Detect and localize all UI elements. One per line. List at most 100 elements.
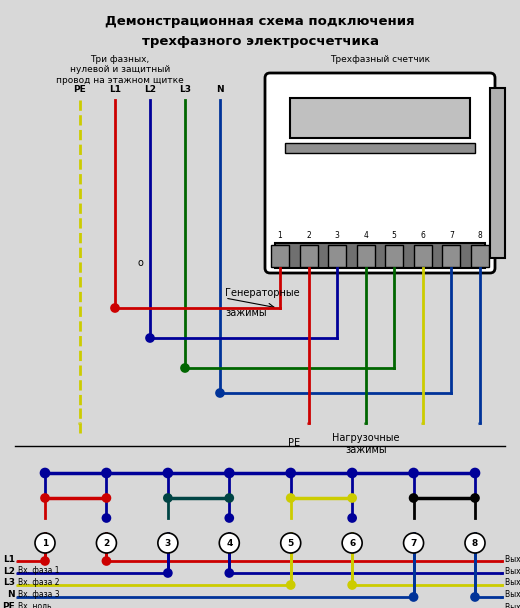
Text: 6: 6 <box>420 231 425 240</box>
Bar <box>443 244 460 266</box>
Text: ø: ø <box>16 559 20 564</box>
Text: зажимы: зажимы <box>225 308 267 318</box>
Circle shape <box>102 494 110 502</box>
Text: ø: ø <box>500 595 504 599</box>
Circle shape <box>287 494 295 502</box>
Bar <box>290 98 470 138</box>
Circle shape <box>41 469 49 477</box>
Circle shape <box>410 494 418 502</box>
Bar <box>414 244 432 266</box>
Bar <box>490 88 505 258</box>
Circle shape <box>410 593 418 601</box>
Text: Вх. фаза 3: Вх. фаза 3 <box>18 590 60 599</box>
Bar <box>328 244 346 266</box>
Text: 2: 2 <box>103 539 110 547</box>
Text: ø: ø <box>500 570 504 576</box>
Text: 5: 5 <box>288 539 294 547</box>
Text: Нагрузочные
зажимы: Нагрузочные зажимы <box>332 433 399 455</box>
Circle shape <box>225 569 233 577</box>
Bar <box>357 244 375 266</box>
Text: L1: L1 <box>3 554 15 564</box>
Circle shape <box>102 469 111 477</box>
Text: ø: ø <box>500 607 504 608</box>
Circle shape <box>164 494 172 502</box>
Text: N: N <box>7 590 15 599</box>
Circle shape <box>102 557 110 565</box>
FancyBboxPatch shape <box>265 73 495 273</box>
Bar <box>271 244 289 266</box>
Text: ø: ø <box>421 421 425 426</box>
Text: 7: 7 <box>410 539 417 547</box>
Text: 8: 8 <box>472 539 478 547</box>
Text: L2: L2 <box>144 85 156 94</box>
Bar <box>275 243 485 268</box>
Circle shape <box>102 514 110 522</box>
Bar <box>285 143 475 153</box>
Circle shape <box>225 494 233 502</box>
Circle shape <box>348 514 356 522</box>
Text: o: o <box>137 258 143 268</box>
Text: L1: L1 <box>109 85 121 94</box>
Circle shape <box>287 581 295 589</box>
Text: 3: 3 <box>165 539 171 547</box>
Text: Вых. защитный: Вых. защитный <box>505 603 520 608</box>
Circle shape <box>158 533 178 553</box>
Circle shape <box>348 581 356 589</box>
Bar <box>471 244 489 266</box>
Circle shape <box>348 494 356 502</box>
Circle shape <box>181 364 189 372</box>
Text: 4: 4 <box>363 231 368 240</box>
Text: 1: 1 <box>278 231 282 240</box>
Text: Генераторные: Генераторные <box>225 288 300 298</box>
Circle shape <box>225 469 234 477</box>
Circle shape <box>471 494 479 502</box>
Text: ø: ø <box>500 582 504 587</box>
Text: N: N <box>216 85 224 94</box>
Text: Демонстрационная схема подключения: Демонстрационная схема подключения <box>105 15 415 28</box>
Text: трехфазного электросчетчика: трехфазного электросчетчика <box>141 35 379 48</box>
Circle shape <box>286 469 295 477</box>
Text: ø: ø <box>16 607 20 608</box>
Bar <box>300 244 318 266</box>
Text: ø: ø <box>16 582 20 587</box>
Circle shape <box>471 593 479 601</box>
Circle shape <box>164 569 172 577</box>
Circle shape <box>471 469 479 477</box>
Text: L3: L3 <box>179 85 191 94</box>
Text: 3: 3 <box>335 231 340 240</box>
Text: Вых. ноль: Вых. ноль <box>505 590 520 599</box>
Circle shape <box>348 469 357 477</box>
Text: ø: ø <box>78 421 82 426</box>
Text: Вх. ноль: Вх. ноль <box>18 602 51 608</box>
Circle shape <box>41 557 49 565</box>
Circle shape <box>163 469 172 477</box>
Circle shape <box>111 304 119 312</box>
Circle shape <box>216 389 224 397</box>
Circle shape <box>96 533 116 553</box>
Text: ø: ø <box>307 421 310 426</box>
Circle shape <box>35 533 55 553</box>
Text: PE: PE <box>74 85 86 94</box>
Text: L2: L2 <box>3 567 15 576</box>
Text: Вх. фаза 2: Вх. фаза 2 <box>18 578 59 587</box>
Circle shape <box>41 494 49 502</box>
Text: 1: 1 <box>42 539 48 547</box>
Text: ø: ø <box>364 421 368 426</box>
Text: 2: 2 <box>306 231 311 240</box>
Text: L3: L3 <box>3 578 15 587</box>
Circle shape <box>225 514 233 522</box>
Bar <box>385 244 404 266</box>
Circle shape <box>219 533 239 553</box>
Text: PE: PE <box>2 603 15 608</box>
Circle shape <box>404 533 424 553</box>
Circle shape <box>146 334 154 342</box>
Text: 7: 7 <box>449 231 454 240</box>
Text: Вых. фаза 2: Вых. фаза 2 <box>505 567 520 576</box>
Circle shape <box>409 469 418 477</box>
Text: ø: ø <box>16 595 20 599</box>
Text: Вых. фаза 1: Вых. фаза 1 <box>505 554 520 564</box>
Text: Вых. фаза 3: Вых. фаза 3 <box>505 578 520 587</box>
Text: Трехфазный счетчик: Трехфазный счетчик <box>330 55 430 64</box>
Text: ø: ø <box>500 559 504 564</box>
Circle shape <box>281 533 301 553</box>
